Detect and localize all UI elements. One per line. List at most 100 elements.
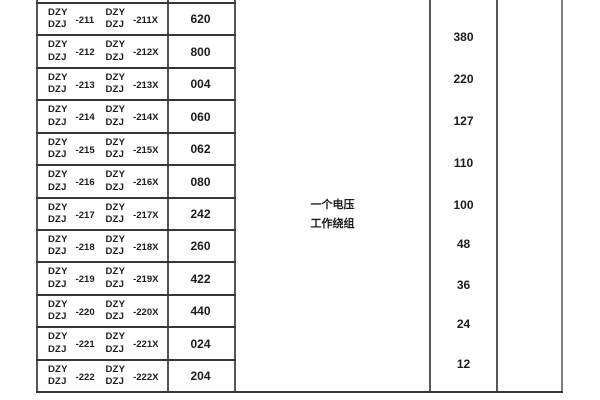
model-designation-right: DZY DZJ -215X (103, 133, 168, 165)
model-designation-right: DZY DZJ -220X (103, 295, 168, 327)
model-designation-right: DZY DZJ -219X (103, 262, 168, 295)
code-cell: 204 (190, 369, 211, 383)
winding-label-line2: 工作绕组 (310, 218, 355, 230)
model-suffix: -217 (75, 209, 95, 221)
model-designation-right: DZY DZJ -217X (103, 198, 168, 230)
table-row: DZY DZJ -217 DZY DZJ -217X 242 (38, 198, 234, 230)
model-prefix-stack: DZY DZJ (106, 234, 126, 259)
model-prefix-top: DZY (48, 71, 68, 83)
model-cell: DZY DZJ -214 DZY DZJ -214X (38, 100, 167, 133)
table-row: DZY DZJ -215 DZY DZJ -215X 062 (38, 133, 234, 165)
model-designation-right: DZY DZJ -212X (103, 35, 168, 68)
table-row-line (36, 229, 236, 231)
model-suffix: -216X (133, 177, 159, 188)
code-cell: 062 (190, 142, 211, 156)
model-prefix-top: DZY (48, 331, 68, 342)
table-row-line (36, 164, 236, 166)
table-row: DZY DZJ -211 DZY DZJ -211X 620 (38, 3, 234, 35)
model-cell: DZY DZJ -212 DZY DZJ -212X (38, 35, 167, 68)
model-suffix: -218 (75, 241, 95, 253)
model-prefix-top: DZY (105, 6, 126, 18)
model-prefix-stack: DZY DZJ (106, 266, 126, 291)
model-designation-left: DZY DZJ -212 (38, 35, 103, 68)
model-prefix-bottom: DZJ (105, 116, 125, 128)
model-cell: DZY DZJ -220 DZY DZJ -220X (38, 295, 167, 327)
model-prefix-bottom: DZJ (48, 51, 67, 63)
model-prefix-bottom: DZJ (105, 84, 125, 95)
model-prefix-bottom: DZJ (105, 214, 125, 225)
model-prefix-bottom: DZJ (48, 311, 67, 322)
voltage-value: 24 (456, 317, 471, 331)
model-prefix-top: DZY (105, 169, 126, 180)
model-suffix: -221X (133, 339, 159, 350)
model-prefix-stack: DZY DZJ (48, 137, 68, 162)
model-prefix-stack: DZY DZJ (48, 169, 68, 194)
model-suffix: -212 (75, 47, 95, 58)
model-prefix-bottom: DZJ (48, 84, 67, 95)
table-row-line (36, 197, 236, 199)
model-prefix-stack: DZY DZJ (106, 7, 126, 32)
model-prefix-stack: DZY DZJ (48, 202, 68, 227)
model-prefix-top: DZY (48, 233, 68, 245)
model-prefix-stack: DZY DZJ (48, 266, 68, 291)
model-suffix: -222X (133, 371, 159, 383)
voltage-value: 127 (453, 114, 474, 128)
model-prefix-top: DZY (48, 298, 68, 310)
model-suffix: -221 (75, 339, 95, 350)
table-vline-model-code (167, 0, 169, 393)
code-cell: 242 (190, 207, 211, 221)
model-prefix-top: DZY (48, 136, 68, 148)
model-prefix-top: DZY (105, 104, 126, 115)
model-suffix: -214 (75, 112, 95, 123)
table-vline-volt-empty (496, 0, 498, 393)
table-bottom-border (36, 391, 563, 393)
model-prefix-stack: DZY DZJ (106, 364, 126, 389)
code-cell: 024 (190, 336, 211, 351)
model-prefix-bottom: DZJ (105, 343, 125, 355)
model-prefix-stack: DZY DZJ (48, 299, 68, 324)
model-prefix-bottom: DZJ (105, 19, 125, 30)
model-designation-left: DZY DZJ -219 (38, 262, 103, 295)
model-prefix-bottom: DZJ (48, 181, 67, 193)
model-designation-left: DZY DZJ -213 (38, 68, 103, 100)
table-row: DZY DZJ -214 DZY DZJ -214X 060 (38, 100, 234, 133)
model-prefix-top: DZY (48, 39, 68, 50)
table-row: DZY DZJ -220 DZY DZJ -220X 440 (38, 295, 234, 327)
code-cell: 422 (190, 271, 211, 286)
model-designation-left: DZY DZJ -211 (38, 3, 103, 35)
model-suffix: -211 (75, 14, 95, 26)
model-prefix-top: DZY (48, 6, 68, 18)
model-designation-left: DZY DZJ -222 (38, 360, 103, 392)
voltage-value: 380 (453, 30, 474, 44)
model-prefix-bottom: DZJ (48, 278, 67, 290)
model-prefix-bottom: DZJ (48, 246, 67, 257)
model-designation-left: DZY DZJ -216 (38, 165, 103, 198)
model-suffix: -215 (75, 144, 95, 156)
model-prefix-bottom: DZJ (105, 311, 125, 322)
model-designation-right: DZY DZJ -213X (103, 68, 168, 100)
model-prefix-bottom: DZJ (105, 376, 125, 387)
code-cell: 060 (190, 109, 211, 124)
model-cell: DZY DZJ -215 DZY DZJ -215X (38, 133, 167, 165)
model-prefix-stack: DZY DZJ (106, 299, 126, 324)
model-prefix-stack: DZY DZJ (48, 72, 68, 97)
table-row-line (36, 34, 236, 36)
voltage-value: 12 (456, 357, 471, 371)
model-prefix-stack: DZY DZJ (106, 169, 126, 194)
table-row-line (36, 359, 236, 361)
model-cell: DZY DZJ -216 DZY DZJ -216X (38, 165, 167, 198)
model-designation-right: DZY DZJ -218X (103, 230, 168, 262)
model-prefix-top: DZY (48, 266, 68, 277)
model-prefix-stack: DZY DZJ (48, 234, 68, 259)
model-prefix-top: DZY (105, 233, 126, 245)
table-row-line (36, 2, 236, 4)
voltage-value: 100 (453, 198, 474, 212)
table-row-line (36, 326, 236, 328)
model-prefix-top: DZY (48, 201, 68, 213)
model-prefix-stack: DZY DZJ (106, 104, 126, 129)
model-designation-right: DZY DZJ -221X (103, 327, 168, 360)
model-prefix-top: DZY (105, 136, 126, 148)
model-prefix-stack: DZY DZJ (106, 39, 126, 64)
model-prefix-stack: DZY DZJ (106, 331, 126, 356)
